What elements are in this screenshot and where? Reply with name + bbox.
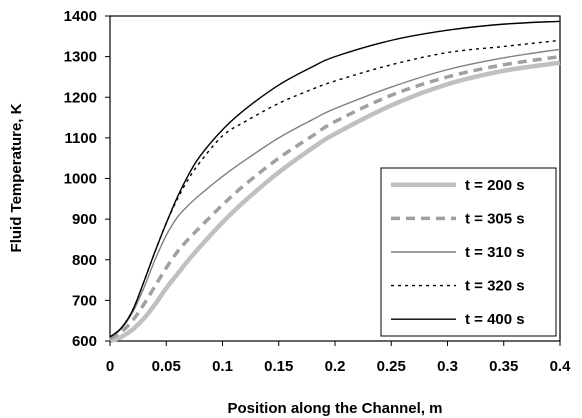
legend-label: t = 305 s [465,210,525,227]
legend: t = 200 s t = 305 s t = 310 s t = 320 s t = … [380,167,557,337]
y-tick-label: 900 [72,211,97,228]
y-tick-label: 1400 [64,8,97,25]
x-tick-label: 0.15 [264,358,293,375]
y-tick-label: 1200 [64,89,97,106]
y-tick-label: 1300 [64,49,97,66]
legend-label: t = 200 s [465,177,525,194]
legend-label: t = 310 s [465,244,525,261]
legend-label: t = 320 s [465,278,525,295]
y-tick-label: 1100 [64,130,97,147]
x-tick-label: 0.4 [550,358,572,375]
y-tick-label: 800 [72,252,97,269]
y-tick-label: 700 [72,292,97,309]
series-layer [109,20,561,344]
x-tick-label: 0.05 [152,358,181,375]
legend-label: t = 400 s [465,311,525,328]
y-tick-label: 600 [72,333,97,350]
x-tick-label: 0.35 [489,358,518,375]
series-t400-line [109,20,561,338]
x-tick-label: 0.3 [437,358,458,375]
x-tick-label: 0 [106,358,114,375]
x-tick-label: 0.1 [212,358,233,375]
x-tick-label: 0.2 [325,358,346,375]
x-axis-title: Position along the Channel, m [227,400,442,417]
y-axis-title: Fluid Temperature, K [8,103,25,252]
y-tick-label: 1000 [64,171,97,188]
y-axis-ticks: 600 700 800 900 1000 1100 1200 1300 1400 [64,8,110,350]
series-t305-line [109,54,561,341]
series-t200-line [109,60,561,344]
x-tick-label: 0.25 [377,358,406,375]
x-axis-ticks: 0 0.05 0.1 0.15 0.2 0.25 0.3 0.35 0.4 [106,341,571,375]
series-t310-line [109,48,561,339]
